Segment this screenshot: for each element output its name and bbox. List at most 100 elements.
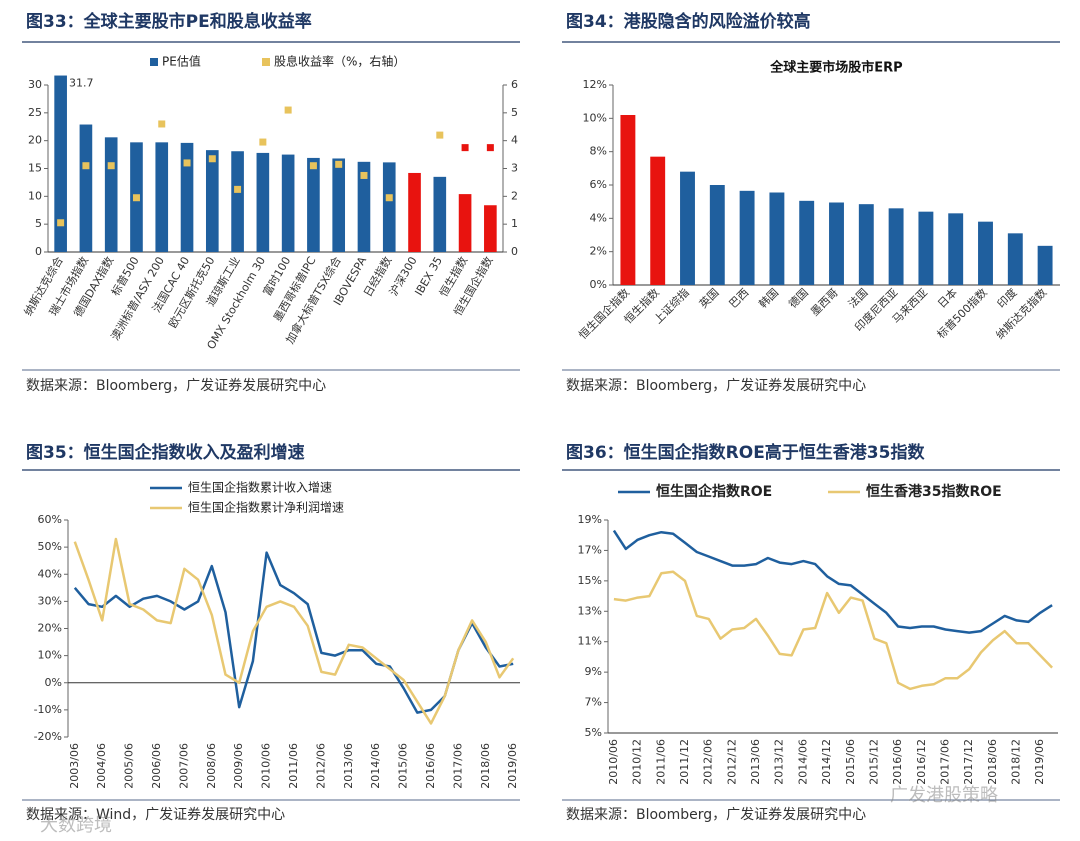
dot: [335, 160, 343, 168]
bar: [307, 157, 320, 252]
legend-label: 股息收益率（%，右轴）: [274, 54, 405, 69]
dot: [234, 185, 242, 193]
x-tick-label: 2017/12: [962, 739, 975, 785]
y-tick-label: 10: [28, 189, 42, 202]
y-tick-label: 8%: [590, 145, 607, 158]
y-tick-label: 25: [28, 106, 42, 119]
y2-tick-label: 5: [511, 106, 518, 119]
chart-title: 图33：全球主要股市PE和股息收益率: [26, 11, 312, 32]
x-tick-label: 英国: [696, 285, 721, 310]
x-tick-label: 2019/06: [506, 743, 519, 789]
y-tick-label: 60%: [38, 513, 62, 526]
y2-tick-label: 6: [511, 78, 518, 91]
bar: [769, 192, 785, 285]
dot: [132, 194, 140, 202]
source-note: 数据来源：Bloomberg，广发证券发展研究中心: [26, 378, 326, 394]
x-tick-label: 2012/12: [725, 739, 738, 785]
legend-label: PE估值: [162, 54, 201, 69]
dot: [183, 159, 191, 167]
x-tick-label: 2010/06: [607, 739, 620, 785]
x-tick-label: 2012/06: [314, 743, 327, 789]
x-tick-label: 2003/06: [68, 743, 81, 789]
x-tick-label: 2011/06: [654, 739, 667, 785]
x-tick-label: 恒生国企指数: [576, 285, 633, 342]
x-tick-label: 巴西: [727, 286, 752, 311]
x-tick-label: 2013/06: [749, 739, 762, 785]
bar: [739, 190, 755, 285]
bar: [1037, 245, 1053, 285]
x-tick-label: 墨西哥: [808, 286, 841, 319]
chart-title: 图35：恒生国企指数收入及盈利增速: [26, 442, 305, 463]
y-tick-label: 5%: [585, 726, 602, 739]
y-tick-label: 11%: [578, 635, 602, 648]
bar: [433, 176, 447, 252]
legend-label: 恒生国企指数ROE: [656, 483, 772, 500]
bar: [155, 142, 169, 252]
bar: [1007, 233, 1023, 285]
y-tick-label: 13%: [578, 604, 602, 617]
bar: [256, 152, 270, 252]
y-tick-label: 6%: [590, 178, 607, 191]
bar: [79, 124, 93, 252]
bar: [357, 161, 371, 252]
dot: [436, 131, 444, 139]
dot: [486, 144, 494, 152]
x-tick-label: 2011/12: [678, 739, 691, 785]
bar: [799, 200, 815, 285]
y2-tick-label: 4: [511, 134, 518, 147]
y-tick-label: 15: [28, 162, 42, 175]
bar: [918, 211, 934, 285]
y2-tick-label: 3: [511, 162, 518, 175]
y2-tick-label: 1: [511, 217, 518, 230]
dot: [57, 219, 65, 227]
y-tick-label: 50%: [38, 540, 62, 553]
dot: [284, 106, 292, 114]
chart-panel: 图34：港股隐含的风险溢价较高数据来源：Bloomberg，广发证券发展研究中心…: [562, 11, 1060, 394]
y-tick-label: 20: [28, 134, 42, 147]
dot: [208, 155, 216, 163]
legend-label: 恒生国企指数累计收入增速: [188, 480, 332, 495]
dot: [360, 171, 368, 179]
x-tick-label: 2010/12: [631, 739, 644, 785]
source-note: 数据来源：Wind，广发证券发展研究中心: [26, 807, 285, 823]
x-tick-label: 2007/06: [177, 743, 190, 789]
x-tick-label: 2010/06: [260, 743, 273, 789]
source-note: 数据来源：Bloomberg，广发证券发展研究中心: [566, 807, 866, 823]
dot: [461, 144, 469, 152]
x-tick-label: 2019/06: [1033, 739, 1046, 785]
bar: [205, 150, 219, 252]
bar: [382, 162, 396, 252]
x-tick-label: 德国: [785, 285, 810, 310]
bar: [180, 142, 194, 252]
y-tick-label: 30: [28, 78, 42, 91]
dot: [259, 138, 267, 146]
y-tick-label: 15%: [578, 574, 602, 587]
bar: [620, 115, 636, 285]
bar: [948, 213, 964, 285]
chart-title: 图34：港股隐含的风险溢价较高: [566, 11, 811, 32]
dot: [107, 162, 115, 170]
watermark: 大数跨境: [40, 815, 112, 836]
x-tick-label: 2014/06: [369, 743, 382, 789]
x-tick-label: 2018/12: [1010, 739, 1023, 785]
bar: [484, 205, 497, 252]
legend-swatch: [262, 58, 270, 66]
value-label: 31.7: [69, 77, 94, 90]
bar: [332, 158, 346, 252]
bar: [709, 185, 725, 285]
y-tick-label: 30%: [38, 594, 62, 607]
bar: [458, 194, 472, 252]
bar: [978, 221, 993, 285]
bar: [858, 204, 874, 285]
bar: [281, 154, 295, 252]
y-tick-label: 17%: [578, 543, 602, 556]
y-tick-label: 0%: [45, 676, 62, 689]
x-tick-label: 2017/06: [451, 743, 464, 789]
y-tick-label: 19%: [578, 513, 602, 526]
x-tick-label: 2013/12: [773, 739, 786, 785]
x-tick-label: 2008/06: [205, 743, 218, 789]
x-tick-label: 2015/06: [844, 739, 857, 785]
bar: [408, 172, 421, 252]
x-tick-label: 2018/06: [986, 739, 999, 785]
